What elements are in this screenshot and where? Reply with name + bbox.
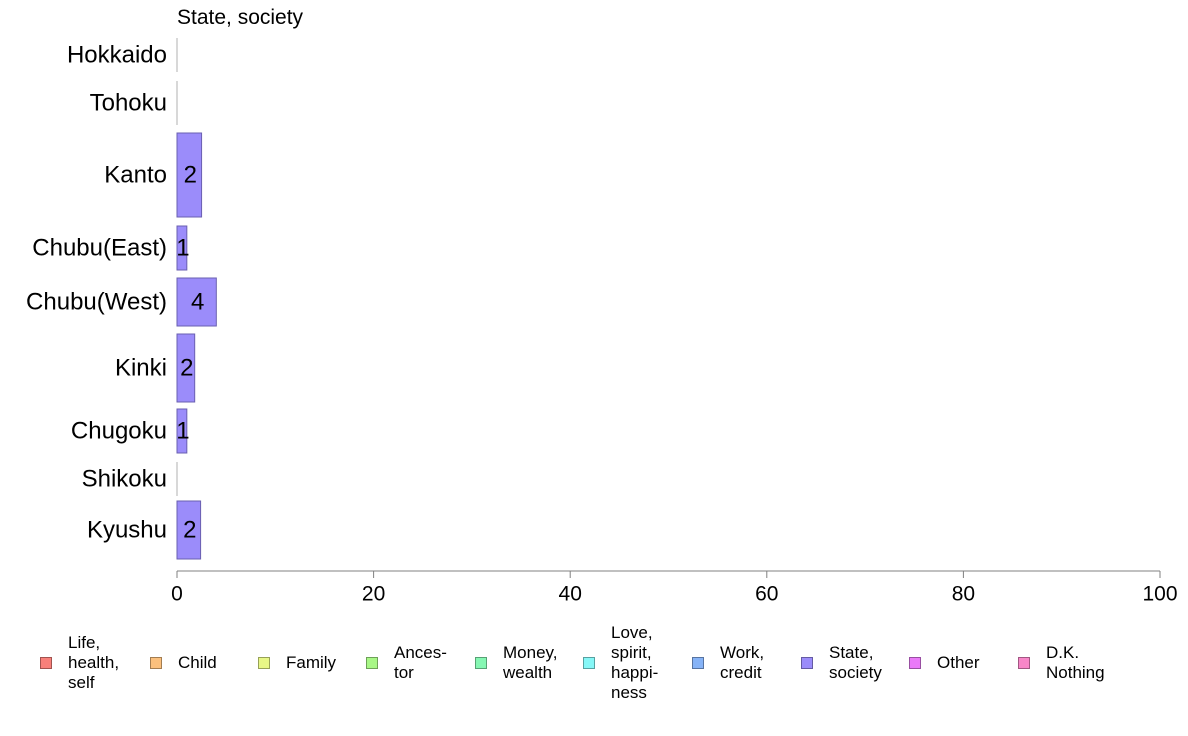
- legend-label: Money, wealth: [503, 643, 558, 682]
- x-tick-label: 40: [559, 583, 582, 606]
- bar: [176, 333, 196, 403]
- bar: [176, 132, 203, 218]
- legend-swatch: [150, 657, 162, 669]
- x-tick-label: 60: [755, 583, 778, 606]
- legend-item: Child: [150, 620, 217, 706]
- category-label: Kinki: [115, 355, 167, 382]
- legend-label: Family: [286, 653, 337, 672]
- legend-label: Life, health, self: [68, 633, 120, 692]
- legend-label: Other: [937, 653, 980, 672]
- category-label: Chugoku: [71, 418, 167, 445]
- category-label: Kyushu: [87, 517, 167, 544]
- legend-swatch: [40, 657, 52, 669]
- legend-item: Family: [258, 620, 336, 706]
- legend-label: D.K. Nothing: [1046, 643, 1105, 682]
- data-label: 1: [176, 418, 189, 445]
- legend-label: Love, spirit, happi- ness: [611, 623, 659, 702]
- category-label: Chubu(West): [26, 289, 167, 316]
- data-label: 2: [180, 355, 193, 382]
- category-label: Chubu(East): [32, 235, 167, 262]
- legend-item: Work, credit: [692, 620, 764, 706]
- legend-item: Life, health, self: [40, 620, 119, 706]
- legend-item: Other: [909, 620, 980, 706]
- legend-swatch: [692, 657, 704, 669]
- plot-area: Hokkaido Tohoku Kanto 2 Chubu(East) 1 Chubu(We…: [26, 38, 1178, 606]
- legend-swatch: [583, 657, 595, 669]
- legend-item: State, society: [801, 620, 882, 706]
- bar: [176, 277, 217, 327]
- legend-item: D.K. Nothing: [1018, 620, 1105, 706]
- x-tick-label: 0: [171, 583, 183, 606]
- bar: [176, 500, 202, 560]
- legend-swatch: [366, 657, 378, 669]
- data-label: 4: [191, 289, 204, 316]
- category-label: Tohoku: [90, 90, 167, 117]
- legend-item: Love, spirit, happi- ness: [583, 620, 658, 706]
- legend-swatch: [909, 657, 921, 669]
- legend-label: State, society: [829, 643, 882, 682]
- x-tick-label: 20: [362, 583, 385, 606]
- chart-title: State, society: [177, 6, 304, 29]
- bar: [176, 408, 188, 454]
- category-label: Kanto: [104, 162, 167, 189]
- legend-swatch: [801, 657, 813, 669]
- legend-label: Child: [178, 653, 217, 672]
- legend-swatch: [1018, 657, 1030, 669]
- legend-item: Ances- tor: [366, 620, 447, 706]
- legend-swatch: [475, 657, 487, 669]
- legend-swatch: [258, 657, 270, 669]
- bar: [176, 225, 188, 271]
- category-label: Shikoku: [82, 466, 167, 493]
- x-tick-label: 80: [952, 583, 975, 606]
- x-tick-label: 100: [1142, 583, 1177, 606]
- data-label: 2: [183, 517, 196, 544]
- legend-label: Work, credit: [720, 643, 765, 682]
- data-label: 2: [184, 162, 197, 189]
- legend-label: Ances- tor: [394, 643, 447, 682]
- legend-item: Money, wealth: [475, 620, 558, 706]
- category-label: Hokkaido: [67, 42, 167, 69]
- legend: Life, health, self Child Family Ances- tor M…: [0, 620, 1188, 720]
- data-label: 1: [176, 235, 189, 262]
